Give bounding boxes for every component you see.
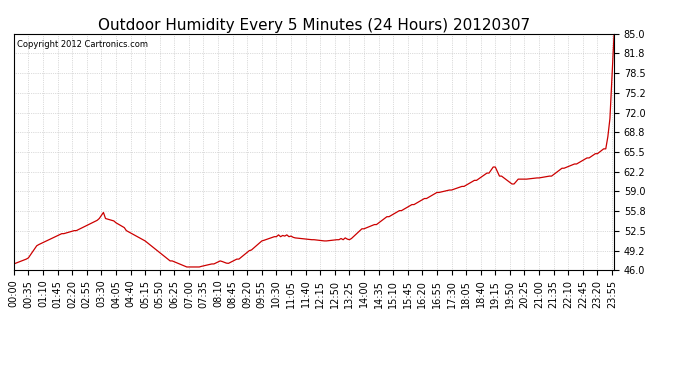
Title: Outdoor Humidity Every 5 Minutes (24 Hours) 20120307: Outdoor Humidity Every 5 Minutes (24 Hou… [98, 18, 530, 33]
Text: Copyright 2012 Cartronics.com: Copyright 2012 Cartronics.com [17, 40, 148, 49]
